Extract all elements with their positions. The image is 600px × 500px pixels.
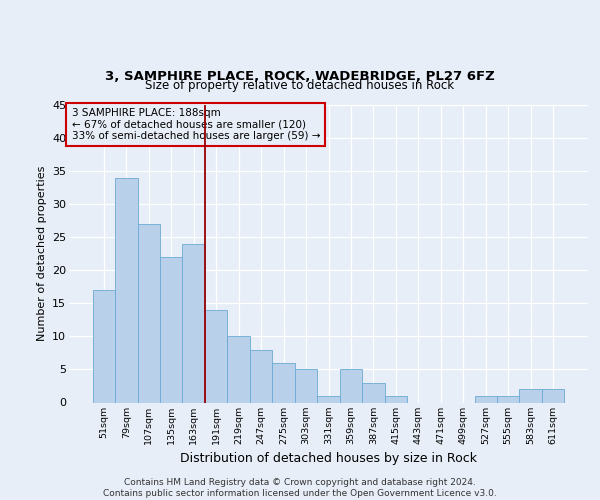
Bar bbox=[475, 396, 497, 402]
Bar bbox=[542, 390, 565, 402]
Bar bbox=[227, 336, 250, 402]
Bar bbox=[272, 363, 295, 403]
X-axis label: Distribution of detached houses by size in Rock: Distribution of detached houses by size … bbox=[180, 452, 477, 465]
Bar bbox=[182, 244, 205, 402]
Bar bbox=[115, 178, 137, 402]
Bar bbox=[497, 396, 520, 402]
Text: Size of property relative to detached houses in Rock: Size of property relative to detached ho… bbox=[145, 80, 455, 92]
Y-axis label: Number of detached properties: Number of detached properties bbox=[37, 166, 47, 342]
Bar bbox=[92, 290, 115, 403]
Bar bbox=[137, 224, 160, 402]
Text: Contains HM Land Registry data © Crown copyright and database right 2024.
Contai: Contains HM Land Registry data © Crown c… bbox=[103, 478, 497, 498]
Bar bbox=[317, 396, 340, 402]
Bar bbox=[160, 257, 182, 402]
Bar bbox=[250, 350, 272, 403]
Bar bbox=[340, 370, 362, 402]
Bar bbox=[385, 396, 407, 402]
Bar bbox=[362, 382, 385, 402]
Bar bbox=[205, 310, 227, 402]
Bar bbox=[520, 390, 542, 402]
Bar bbox=[295, 370, 317, 402]
Text: 3 SAMPHIRE PLACE: 188sqm
← 67% of detached houses are smaller (120)
33% of semi-: 3 SAMPHIRE PLACE: 188sqm ← 67% of detach… bbox=[71, 108, 320, 141]
Text: 3, SAMPHIRE PLACE, ROCK, WADEBRIDGE, PL27 6FZ: 3, SAMPHIRE PLACE, ROCK, WADEBRIDGE, PL2… bbox=[105, 70, 495, 82]
